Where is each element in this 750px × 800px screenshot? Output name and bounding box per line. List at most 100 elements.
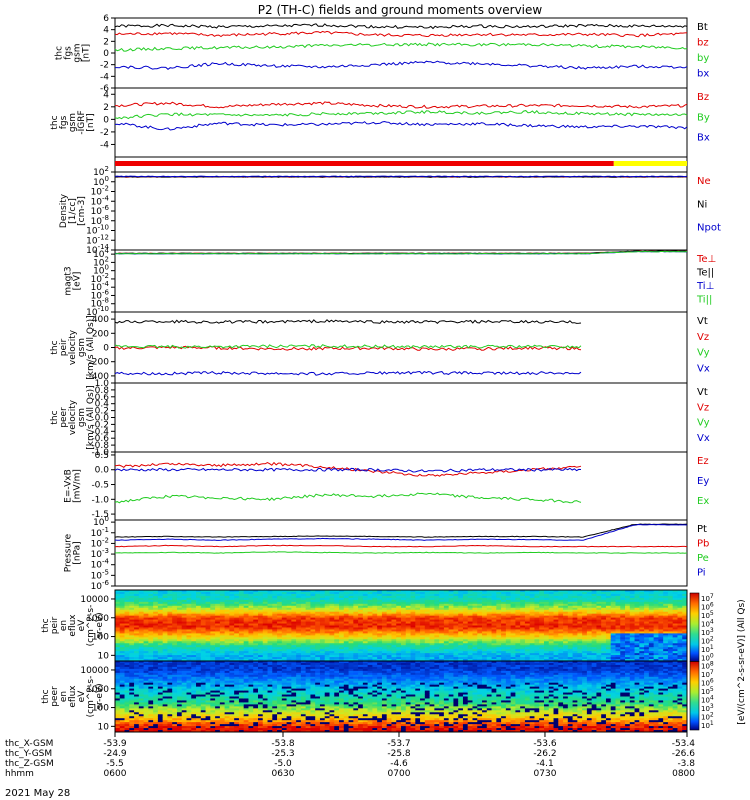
heatmap-cell bbox=[124, 659, 130, 662]
heatmap-cell bbox=[286, 623, 292, 626]
heatmap-cell bbox=[453, 649, 459, 652]
heatmap-cell bbox=[124, 674, 130, 678]
heatmap-cell bbox=[639, 633, 645, 636]
heatmap-cell bbox=[162, 617, 168, 620]
heatmap-cell bbox=[124, 718, 130, 721]
heatmap-cell bbox=[339, 613, 345, 617]
heatmap-cell bbox=[548, 617, 554, 620]
heatmap-cell bbox=[272, 657, 278, 660]
ylabel-text: gsm bbox=[77, 408, 87, 427]
heatmap-cell bbox=[386, 635, 392, 638]
heatmap-cell bbox=[405, 619, 411, 622]
heatmap-cell bbox=[319, 597, 326, 601]
heatmap-cell bbox=[324, 659, 330, 662]
heatmap-cell bbox=[115, 621, 121, 624]
heatmap-cell bbox=[138, 635, 144, 638]
heatmap-cell bbox=[119, 682, 125, 686]
heatmap-cell bbox=[210, 619, 216, 622]
heatmap-cell bbox=[477, 631, 483, 634]
heatmap-cell bbox=[329, 627, 335, 630]
heatmap-cell bbox=[410, 655, 416, 658]
heatmap-cell bbox=[653, 627, 659, 630]
heatmap-cell bbox=[377, 647, 383, 650]
heatmap-cell bbox=[176, 651, 183, 654]
heatmap-cell bbox=[610, 659, 616, 662]
heatmap-cell bbox=[258, 601, 264, 605]
heatmap-cell bbox=[391, 623, 397, 626]
heatmap-cell bbox=[253, 635, 259, 638]
heatmap-cell bbox=[586, 590, 593, 593]
heatmap-cell bbox=[477, 601, 483, 605]
heatmap-cell bbox=[510, 629, 516, 632]
heatmap-cell bbox=[305, 633, 311, 636]
heatmap-cell bbox=[358, 623, 364, 626]
heatmap-cell bbox=[129, 698, 135, 701]
heatmap-cell bbox=[262, 639, 268, 642]
heatmap-cell bbox=[605, 655, 612, 658]
heatmap-cell bbox=[343, 655, 349, 658]
heatmap-cell bbox=[157, 694, 164, 697]
heatmap-cell bbox=[119, 704, 125, 707]
heatmap-cell bbox=[186, 641, 192, 644]
heatmap-cell bbox=[329, 633, 335, 636]
heatmap-cell bbox=[496, 633, 502, 636]
heatmap-cell bbox=[329, 619, 335, 622]
heatmap-cell bbox=[420, 593, 426, 597]
heatmap-cell bbox=[143, 635, 149, 638]
heatmap-cell bbox=[153, 682, 159, 686]
heatmap-cell bbox=[339, 659, 345, 662]
heatmap-cell bbox=[115, 649, 121, 652]
heatmap-cell bbox=[210, 597, 216, 601]
heatmap-cell bbox=[544, 605, 550, 609]
heatmap-cell bbox=[353, 643, 359, 646]
heatmap-cell bbox=[634, 653, 640, 656]
heatmap-cell bbox=[148, 670, 154, 674]
heatmap-cell bbox=[186, 649, 192, 652]
heatmap-cell bbox=[348, 595, 354, 599]
ytick-label: 0.5 bbox=[95, 451, 109, 461]
heatmap-cell bbox=[448, 611, 454, 615]
heatmap-cell bbox=[625, 591, 631, 595]
heatmap-cell bbox=[544, 629, 550, 632]
heatmap-cell bbox=[238, 617, 245, 620]
ytick-label: -400 bbox=[89, 372, 110, 382]
heatmap-cell bbox=[672, 613, 678, 617]
heatmap-cell bbox=[196, 643, 202, 646]
heatmap-cell bbox=[615, 645, 621, 648]
heatmap-cell bbox=[458, 637, 464, 640]
heatmap-cell bbox=[544, 611, 550, 615]
heatmap-cell bbox=[553, 645, 559, 648]
heatmap-cell bbox=[439, 639, 445, 642]
heatmap-cell bbox=[496, 601, 502, 605]
heatmap-cell bbox=[472, 597, 478, 601]
heatmap-cell bbox=[272, 659, 278, 662]
heatmap-cell bbox=[534, 590, 540, 593]
heatmap-cell bbox=[377, 603, 383, 607]
heatmap-cell bbox=[429, 649, 435, 652]
heatmap-cell bbox=[386, 599, 392, 603]
heatmap-cell bbox=[119, 613, 125, 617]
heatmap-cell bbox=[143, 597, 149, 601]
heatmap-cell bbox=[605, 591, 612, 595]
heatmap-cell bbox=[377, 649, 383, 652]
heatmap-cell bbox=[601, 643, 607, 646]
heatmap-cell bbox=[367, 635, 373, 638]
heatmap-cell bbox=[157, 605, 164, 609]
heatmap-cell bbox=[529, 593, 535, 597]
heatmap-cell bbox=[300, 637, 307, 640]
heatmap-cell bbox=[572, 623, 578, 626]
heatmap-cell bbox=[415, 593, 421, 597]
heatmap-cell bbox=[462, 613, 469, 617]
heatmap-cell bbox=[548, 659, 554, 662]
heatmap-cell bbox=[524, 625, 531, 628]
heatmap-cell bbox=[639, 629, 645, 632]
heatmap-cell bbox=[153, 706, 159, 709]
heatmap-cell bbox=[682, 595, 688, 599]
heatmap-cell bbox=[539, 591, 545, 595]
heatmap-cell bbox=[258, 611, 264, 615]
heatmap-cell bbox=[586, 655, 593, 658]
heatmap-cell bbox=[482, 591, 488, 595]
heatmap-cell bbox=[462, 595, 469, 599]
heatmap-cell bbox=[653, 615, 659, 619]
heatmap-cell bbox=[172, 603, 178, 607]
